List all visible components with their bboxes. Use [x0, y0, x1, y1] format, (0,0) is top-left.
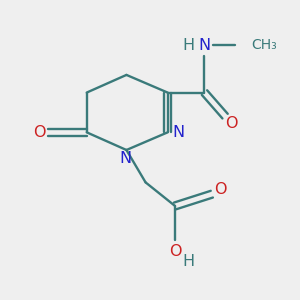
- Text: N: N: [172, 125, 184, 140]
- Text: H: H: [182, 38, 194, 53]
- Text: N: N: [198, 38, 211, 53]
- Text: O: O: [225, 116, 237, 131]
- Text: O: O: [33, 125, 46, 140]
- Text: O: O: [214, 182, 227, 197]
- Text: N: N: [119, 151, 131, 166]
- Text: H: H: [182, 254, 194, 269]
- Text: O: O: [169, 244, 181, 259]
- Text: CH₃: CH₃: [252, 38, 277, 52]
